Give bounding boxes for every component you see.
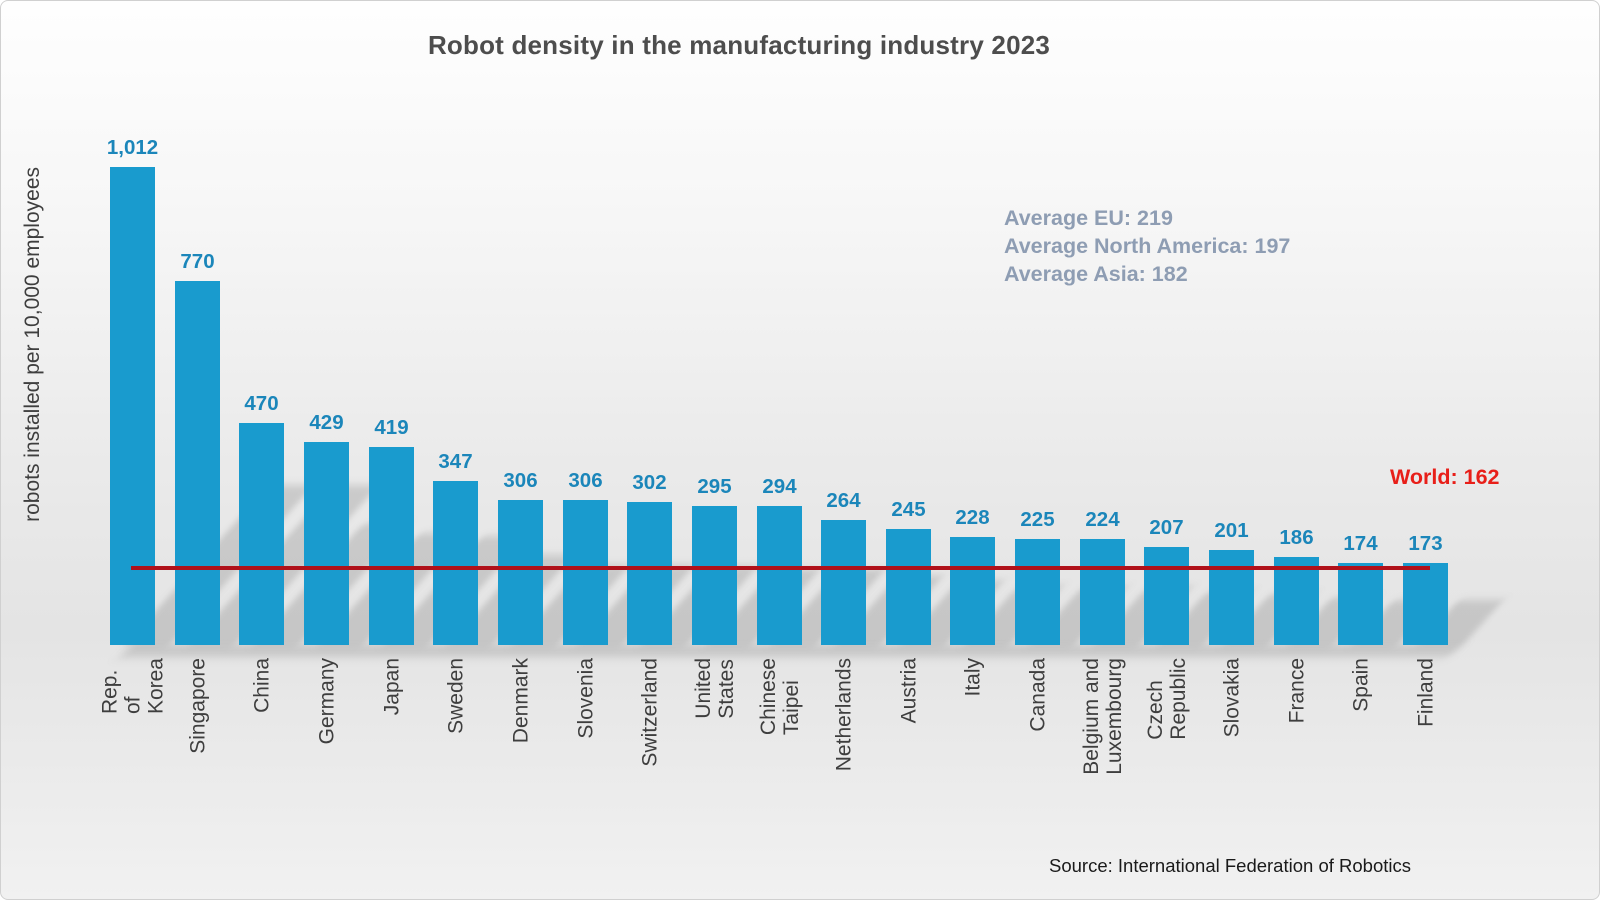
bar: [1080, 539, 1125, 645]
bar-value-label: 294: [762, 475, 797, 498]
bar: [175, 281, 220, 645]
bar-column: 302 Switzerland: [627, 471, 759, 767]
bar-value-label: 347: [438, 450, 473, 473]
bar: [627, 502, 672, 645]
x-axis-label-text: Italy: [961, 658, 984, 697]
bar-value-label: 1,012: [106, 136, 159, 159]
bar-value-label: 770: [180, 250, 215, 273]
world-average-label: World: 162: [1390, 465, 1500, 489]
x-axis-label-text: Chinese Taipei: [756, 658, 803, 736]
bar-value-label: 201: [1214, 519, 1249, 542]
bar-value-label: 264: [826, 489, 861, 512]
x-axis-label-text: Austria: [897, 658, 920, 724]
bar: [1015, 539, 1060, 645]
bar-value-label: 302: [632, 471, 667, 494]
bar: [950, 537, 995, 645]
bar-value-label: 207: [1149, 516, 1184, 539]
bar: [304, 442, 349, 645]
y-axis-label-text: robots installed per 10,000 employees: [21, 167, 44, 522]
bar-column: 470 China: [239, 392, 409, 713]
bar-value-label: 295: [697, 475, 732, 498]
bar: [1274, 557, 1319, 645]
x-axis-label-text: France: [1285, 658, 1308, 724]
x-axis-label-text: Japan: [380, 658, 403, 716]
bar-column: 294 Chinese Taipei: [757, 475, 886, 735]
bar-value-label: 174: [1343, 532, 1378, 555]
average-annotations: Average EU: 219 Average North America: 1…: [1004, 204, 1290, 288]
chart-title: Robot density in the manufacturing indus…: [427, 30, 1051, 60]
x-axis-label-text: Singapore: [186, 658, 209, 754]
x-axis-label-text: Switzerland: [638, 658, 661, 767]
x-axis-label-text: Slovakia: [1220, 658, 1243, 738]
bar-column: 201 Slovakia: [1209, 519, 1316, 737]
bar: [110, 167, 155, 645]
x-axis-label-text: China: [250, 658, 273, 713]
bar: [1209, 550, 1254, 645]
bar: [886, 529, 931, 645]
bar-column: 174 Spain: [1338, 532, 1439, 712]
bar-column: 306 Slovenia: [563, 469, 696, 739]
average-north-america-annotation: Average North America: 197: [1004, 234, 1291, 258]
bar-column: 225 Canada: [1015, 508, 1128, 732]
x-axis-label-text: United States: [691, 658, 738, 719]
bar: [757, 506, 802, 645]
x-axis-label-text: Finland: [1414, 658, 1437, 727]
bar-column: 306 Denmark: [498, 469, 631, 743]
x-axis-label-text: Denmark: [509, 658, 532, 744]
bar-column: 207 Czech Republic: [1144, 516, 1253, 740]
bar-value-label: 306: [568, 469, 603, 492]
bar-column: 228 Italy: [950, 506, 1064, 697]
bar-column: 173 Finland: [1403, 532, 1504, 727]
x-axis-label-text: Germany: [315, 658, 338, 745]
bar-column: 186 France: [1274, 526, 1378, 723]
x-axis-label-text: Slovenia: [574, 658, 597, 739]
bar-column: 429 Germany: [304, 411, 465, 744]
bar-value-label: 173: [1408, 532, 1443, 555]
average-eu-annotation: Average EU: 219: [1004, 206, 1173, 230]
bar-column: 1,012 Rep. of Korea: [98, 136, 315, 714]
x-axis-label-text: Rep. of Korea: [98, 658, 167, 715]
bar-value-label: 186: [1279, 526, 1314, 549]
x-axis-label-text: Spain: [1349, 658, 1372, 712]
bar-column: 264 Netherlands: [821, 489, 944, 771]
bar: [821, 520, 866, 645]
bar-value-label: 429: [309, 411, 344, 434]
bar-value-label: 306: [503, 469, 538, 492]
source-note: Source: International Federation of Robo…: [1049, 855, 1411, 876]
bar: [433, 481, 478, 645]
x-axis-label-text: Sweden: [444, 658, 467, 734]
bar-column: 224 Belgium and Luxembourg: [1080, 508, 1193, 775]
bar: [1338, 563, 1383, 645]
bar: [563, 500, 608, 645]
bar-column: 295 United States: [692, 475, 821, 719]
x-axis-label-text: Czech Republic: [1143, 658, 1190, 740]
bar-value-label: 225: [1020, 508, 1055, 531]
bar: [1403, 563, 1448, 645]
bar-value-label: 224: [1085, 508, 1120, 531]
bar: [369, 447, 414, 645]
bar-value-label: 419: [374, 416, 409, 439]
bar-column: 245 Austria: [886, 498, 1004, 723]
bar: [1144, 547, 1189, 645]
bar-column: 347 Sweden: [433, 450, 575, 734]
world-reference-line: [131, 566, 1430, 570]
bar: [498, 500, 543, 645]
bar-column: 770 Singapore: [175, 250, 380, 754]
x-axis-label-text: Netherlands: [832, 658, 855, 772]
bar-value-label: 470: [244, 392, 279, 415]
bar-column: 419 Japan: [369, 416, 528, 715]
x-axis-label-text: Canada: [1026, 658, 1049, 732]
baseline-floor-shadow: [121, 645, 1462, 656]
bar-value-label: 228: [955, 506, 990, 529]
x-axis-label-text: Belgium and Luxembourg: [1079, 658, 1126, 775]
bar: [239, 423, 284, 645]
bar: [692, 506, 737, 645]
average-asia-annotation: Average Asia: 182: [1004, 262, 1188, 286]
bar-value-label: 245: [891, 498, 926, 521]
